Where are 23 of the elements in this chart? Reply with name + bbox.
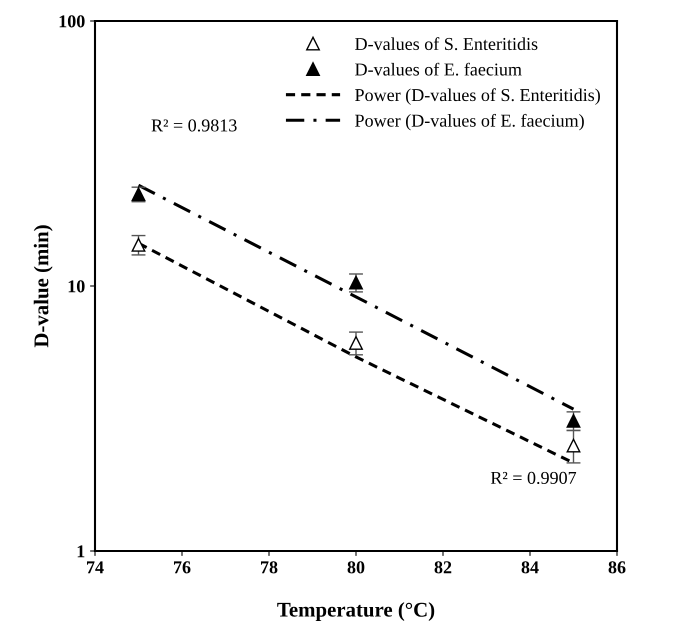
point (566, 438, 580, 452)
x-tick-label: 78 (261, 561, 278, 574)
point (349, 276, 363, 290)
y-axis-title: D-value (min) (34, 225, 53, 348)
point (566, 414, 580, 428)
x-tick-label: 76 (174, 561, 190, 574)
legend-label: D-values of S. Enteritidis (355, 37, 538, 50)
point (132, 238, 146, 252)
x-tick-label: 74 (87, 561, 104, 574)
annotation: R² = 0.9907 (490, 472, 576, 484)
legend-label: Power (D-values of S. Enteritidis) (355, 88, 600, 105)
x-tick-label: 80 (348, 561, 364, 574)
x-tick-label: 82 (434, 561, 452, 574)
legend-label: Power (D-values of E. faecium) (355, 114, 584, 130)
x-axis-title: Temperature (°C) (277, 602, 434, 621)
annotation: R² = 0.9813 (152, 119, 237, 132)
y-tick-label: 10 (68, 280, 85, 292)
x-tick-label: 84 (522, 561, 539, 574)
y-tick-label: 1 (78, 545, 84, 558)
y-tick-label: 100 (60, 15, 85, 28)
x-tick-label: 86 (608, 561, 626, 574)
point (349, 336, 363, 350)
legend-label: D-values of E. faecium (355, 62, 522, 76)
